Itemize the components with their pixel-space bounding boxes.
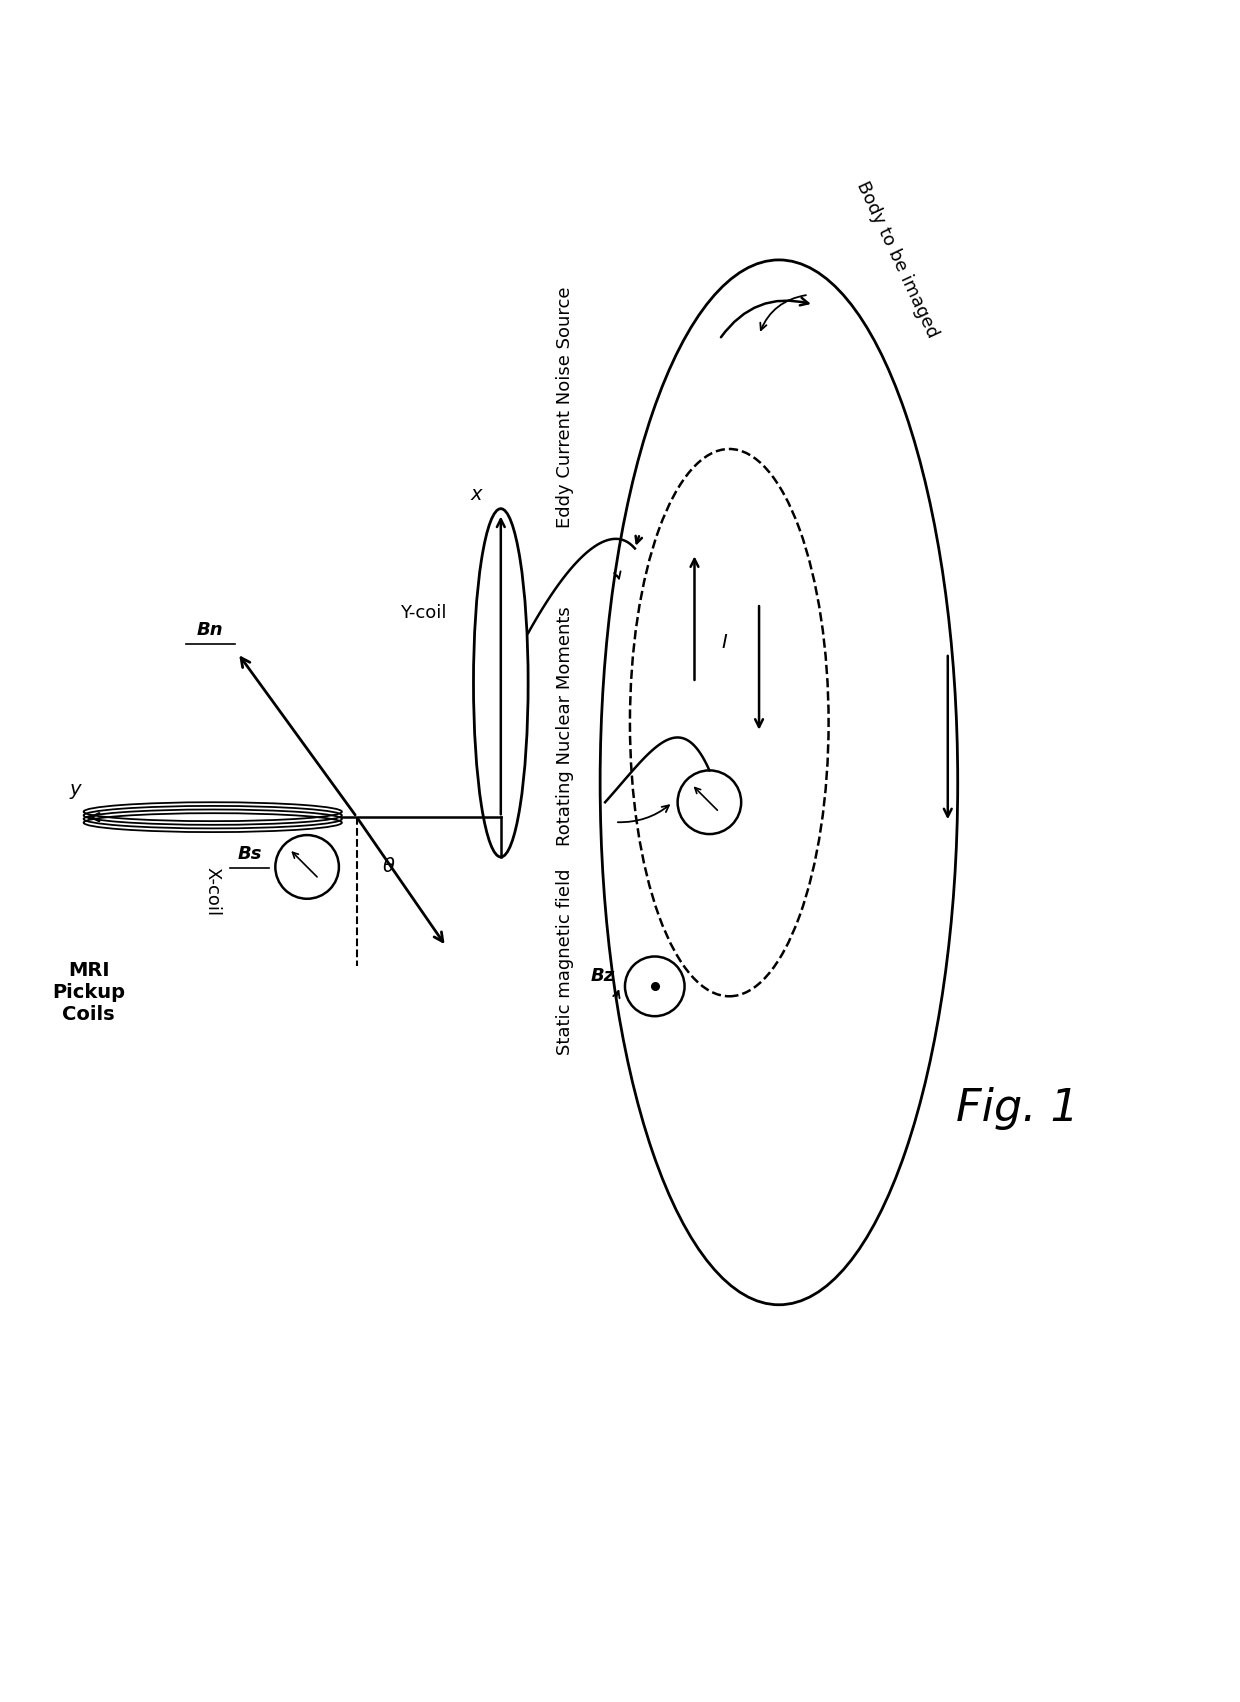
Text: x: x [470,485,481,504]
Text: Fig. 1: Fig. 1 [956,1086,1079,1130]
Text: Static magnetic field: Static magnetic field [557,868,574,1055]
Text: Bz: Bz [591,967,615,985]
Text: Bn: Bn [196,621,223,638]
Text: Eddy Current Noise Source: Eddy Current Noise Source [557,286,574,528]
Text: θ: θ [383,856,394,877]
Text: MRI
Pickup
Coils: MRI Pickup Coils [52,962,125,1025]
Text: Y-coil: Y-coil [399,604,446,623]
Text: Bs: Bs [237,844,262,863]
Text: Rotating Nuclear Moments: Rotating Nuclear Moments [557,606,574,846]
Text: X-coil: X-coil [203,866,222,916]
Text: I: I [722,633,727,652]
Text: Body to be imaged: Body to be imaged [853,179,942,340]
Text: y: y [69,780,82,800]
